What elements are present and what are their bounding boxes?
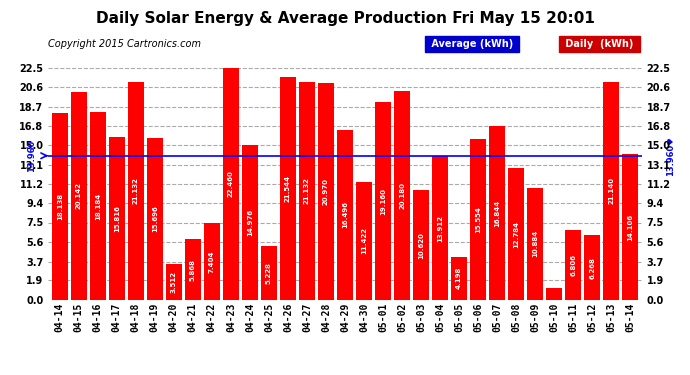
Text: 11.422: 11.422 — [361, 228, 367, 255]
Bar — [337, 129, 353, 300]
Bar — [261, 246, 277, 300]
Bar — [470, 139, 486, 300]
Bar — [432, 156, 448, 300]
Bar — [185, 239, 201, 300]
Text: 12.784: 12.784 — [513, 220, 519, 248]
Bar — [584, 235, 600, 300]
Bar — [70, 92, 87, 300]
Bar — [394, 92, 410, 300]
Bar — [318, 83, 334, 300]
Text: 5.868: 5.868 — [190, 259, 196, 280]
Text: Daily  (kWh): Daily (kWh) — [562, 39, 637, 50]
Text: Daily Solar Energy & Average Production Fri May 15 20:01: Daily Solar Energy & Average Production … — [95, 11, 595, 26]
Text: 21.132: 21.132 — [132, 177, 139, 204]
Text: 21.544: 21.544 — [285, 175, 291, 202]
Bar — [508, 168, 524, 300]
Bar — [565, 230, 581, 300]
Text: 3.512: 3.512 — [171, 271, 177, 293]
Bar — [489, 126, 505, 300]
Text: 13.912: 13.912 — [437, 214, 443, 242]
Text: 22.460: 22.460 — [228, 171, 234, 197]
Text: 6.806: 6.806 — [570, 254, 576, 276]
Bar — [280, 77, 296, 300]
Bar — [603, 81, 620, 300]
Bar — [241, 145, 258, 300]
Text: 14.106: 14.106 — [627, 213, 633, 241]
Text: 18.184: 18.184 — [95, 192, 101, 220]
Bar — [413, 190, 429, 300]
Bar — [451, 256, 467, 300]
Text: 4.198: 4.198 — [456, 267, 462, 290]
Text: 7.404: 7.404 — [209, 251, 215, 273]
Bar — [147, 138, 163, 300]
Bar — [128, 82, 144, 300]
Text: 10.620: 10.620 — [418, 232, 424, 259]
Text: 13.960♥: 13.960♥ — [666, 136, 675, 176]
Text: Copyright 2015 Cartronics.com: Copyright 2015 Cartronics.com — [48, 39, 201, 50]
Bar — [166, 264, 182, 300]
Text: 10.884: 10.884 — [532, 230, 538, 257]
Bar — [204, 224, 220, 300]
Text: 13.960: 13.960 — [27, 140, 36, 172]
Text: 16.844: 16.844 — [494, 200, 500, 226]
Text: 6.268: 6.268 — [589, 256, 595, 279]
Text: 21.140: 21.140 — [609, 177, 614, 204]
Bar — [546, 288, 562, 300]
Bar — [356, 182, 372, 300]
Text: Average (kWh): Average (kWh) — [428, 39, 516, 50]
Text: 14.976: 14.976 — [247, 209, 253, 236]
Bar — [527, 188, 543, 300]
Text: 15.816: 15.816 — [114, 205, 120, 232]
Bar — [375, 102, 391, 300]
Text: 20.142: 20.142 — [76, 182, 81, 209]
Bar — [223, 68, 239, 300]
Text: 21.132: 21.132 — [304, 177, 310, 204]
Bar — [109, 136, 125, 300]
Bar — [622, 154, 638, 300]
Bar — [52, 112, 68, 300]
Text: 18.138: 18.138 — [57, 193, 63, 220]
Text: 20.180: 20.180 — [399, 182, 405, 209]
Text: 20.970: 20.970 — [323, 178, 329, 205]
Bar — [90, 112, 106, 300]
Text: 15.696: 15.696 — [152, 206, 158, 232]
Text: 15.554: 15.554 — [475, 206, 481, 233]
Text: 5.228: 5.228 — [266, 262, 272, 284]
Text: 16.496: 16.496 — [342, 201, 348, 228]
Text: 19.160: 19.160 — [380, 188, 386, 214]
Bar — [299, 82, 315, 300]
